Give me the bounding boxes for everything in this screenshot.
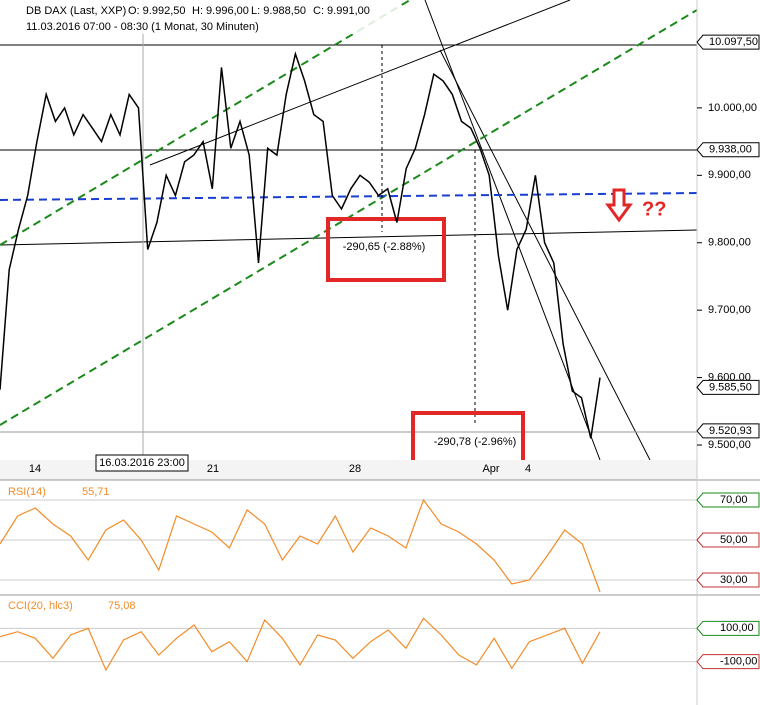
trend-line	[439, 49, 651, 461]
tick-box	[696, 620, 760, 636]
header-bg	[0, 0, 400, 34]
x-tick-label: 28	[349, 463, 361, 475]
symbol: DB DAX (Last, XXP)	[26, 5, 126, 17]
x-tick-label: 14	[29, 463, 41, 475]
cci-value: 75,08	[108, 600, 136, 612]
x-tick-label: 21	[207, 463, 219, 475]
x-tick-label: Apr	[482, 463, 499, 475]
annotation: ??	[642, 198, 666, 220]
cci-line	[0, 617, 601, 672]
annotation: -290,78 (-2.96%)	[434, 436, 517, 448]
tick-box	[696, 654, 760, 670]
annotation: -290,65 (-2.88%)	[343, 241, 426, 253]
price-marker-box	[696, 34, 760, 50]
price-marker-label: 10.097,50	[709, 36, 758, 48]
price-marker-label: 9.520,93	[709, 425, 752, 437]
price-marker-label: 9.585,50	[709, 381, 752, 393]
x-tick-label: 4	[525, 463, 531, 475]
y-tick-label: 50,00	[720, 534, 748, 546]
y-tick-label: 9.500,00	[708, 439, 751, 451]
y-tick-label: 100,00	[720, 622, 754, 634]
y-tick-label: 70,00	[720, 494, 748, 506]
highlight-box	[326, 217, 446, 282]
channel-line	[0, 0, 411, 246]
rsi-value: 55,71	[82, 486, 110, 498]
y-tick-label: -100,00	[720, 656, 757, 668]
period: 11.03.2016 07:00 - 08:30 (1 Monat, 30 Mi…	[26, 21, 259, 33]
price-marker-label: 9.938,00	[709, 144, 752, 156]
price-marker-box	[696, 142, 760, 158]
price-marker-box	[696, 379, 760, 395]
down-arrow	[605, 188, 633, 223]
low: L: 9.988,50	[251, 5, 306, 17]
price-marker-box	[696, 423, 760, 439]
trend-line	[0, 229, 698, 246]
rsi-line	[0, 498, 601, 593]
close: C: 9.991,00	[313, 5, 370, 17]
cci-label: CCI(20, hlc3)	[8, 600, 73, 612]
tick-box	[696, 532, 760, 548]
price-line	[0, 51, 601, 439]
crosshair-label-box	[95, 454, 189, 472]
tick-box	[696, 572, 760, 588]
high: H: 9.996,00	[192, 5, 249, 17]
open: O: 9.992,50	[128, 5, 186, 17]
y-tick-label: 30,00	[720, 574, 748, 586]
trend-line	[149, 0, 571, 166]
y-tick-label: 9.900,00	[708, 169, 751, 181]
rsi-label: RSI(14)	[8, 486, 46, 498]
y-tick-label: 9.700,00	[708, 304, 751, 316]
y-tick-label: 9.800,00	[708, 237, 751, 249]
tick-box	[696, 492, 760, 508]
y-tick-label: 10.000,00	[708, 102, 757, 114]
crosshair-label: 16.03.2016 23:00	[99, 457, 185, 469]
